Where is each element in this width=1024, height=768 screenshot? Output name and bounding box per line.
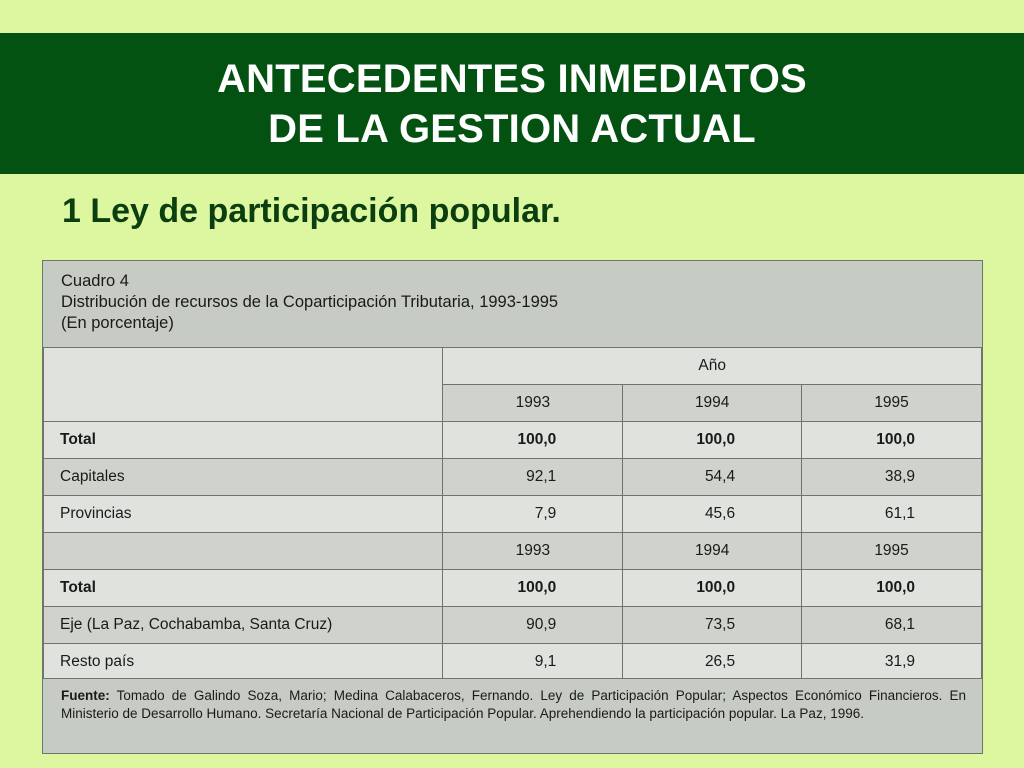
value-cell: 100,0 <box>622 421 803 459</box>
value-cell: 38,9 <box>801 458 982 496</box>
row-label: Capitales <box>42 458 444 496</box>
row-label: Total <box>42 421 444 459</box>
data-table: Año 1993 1994 1995 Total 100,0 100,0 100… <box>42 347 982 681</box>
table-source-note: Fuente: Tomado de Galindo Soza, Mario; M… <box>43 678 982 753</box>
value-cell: 73,5 <box>622 606 803 644</box>
data-table-box: Cuadro 4 Distribución de recursos de la … <box>42 260 983 754</box>
slide-title-line-1: ANTECEDENTES INMEDIATOS <box>217 56 807 101</box>
year-cell: 1995 <box>801 532 982 570</box>
table-row: Total 100,0 100,0 100,0 <box>42 421 982 459</box>
value-cell: 100,0 <box>801 421 982 459</box>
table-row: Provincias 7,9 45,6 61,1 <box>42 495 982 533</box>
source-label: Fuente: <box>61 688 110 703</box>
caption-unit: (En porcentaje) <box>61 314 174 332</box>
empty-cell <box>42 532 444 570</box>
value-cell: 45,6 <box>622 495 803 533</box>
value-cell: 100,0 <box>442 421 624 459</box>
value-cell: 26,5 <box>622 643 803 681</box>
caption-title: Distribución de recursos de la Copartici… <box>61 293 559 311</box>
value-cell: 90,9 <box>442 606 624 644</box>
row-label: Provincias <box>42 495 444 533</box>
table-caption: Cuadro 4 Distribución de recursos de la … <box>43 261 982 348</box>
year-cell: 1994 <box>622 384 803 422</box>
year-header-row: Año <box>42 347 982 422</box>
value-cell: 100,0 <box>622 569 803 607</box>
caption-number: Cuadro 4 <box>61 272 129 290</box>
year-cell: 1994 <box>622 532 803 570</box>
slide-subtitle: 1 Ley de participación popular. <box>62 192 561 230</box>
year-header: Año <box>442 347 982 385</box>
value-cell: 31,9 <box>801 643 982 681</box>
value-cell: 9,1 <box>442 643 624 681</box>
year-cell: 1993 <box>442 384 624 422</box>
table-row: Total 100,0 100,0 100,0 <box>42 569 982 607</box>
value-cell: 92,1 <box>442 458 624 496</box>
table-row: Capitales 92,1 54,4 38,9 <box>42 458 982 496</box>
value-cell: 61,1 <box>801 495 982 533</box>
value-cell: 54,4 <box>622 458 803 496</box>
slide-title-bar: ANTECEDENTES INMEDIATOS DE LA GESTION AC… <box>0 33 1024 174</box>
row-label: Resto país <box>42 643 444 681</box>
years-row-2: 1993 1994 1995 <box>42 532 982 570</box>
slide-title-line-2: DE LA GESTION ACTUAL <box>268 106 756 151</box>
table-row: Resto país 9,1 26,5 31,9 <box>42 643 982 681</box>
value-cell: 7,9 <box>442 495 624 533</box>
year-cell: 1993 <box>442 532 624 570</box>
source-text: Tomado de Galindo Soza, Mario; Medina Ca… <box>61 688 966 721</box>
value-cell: 100,0 <box>442 569 624 607</box>
table-row: Eje (La Paz, Cochabamba, Santa Cruz) 90,… <box>42 606 982 644</box>
year-cell: 1995 <box>801 384 982 422</box>
empty-header-cell <box>42 347 444 422</box>
value-cell: 100,0 <box>801 569 982 607</box>
value-cell: 68,1 <box>801 606 982 644</box>
row-label: Eje (La Paz, Cochabamba, Santa Cruz) <box>42 606 444 644</box>
row-label: Total <box>42 569 444 607</box>
